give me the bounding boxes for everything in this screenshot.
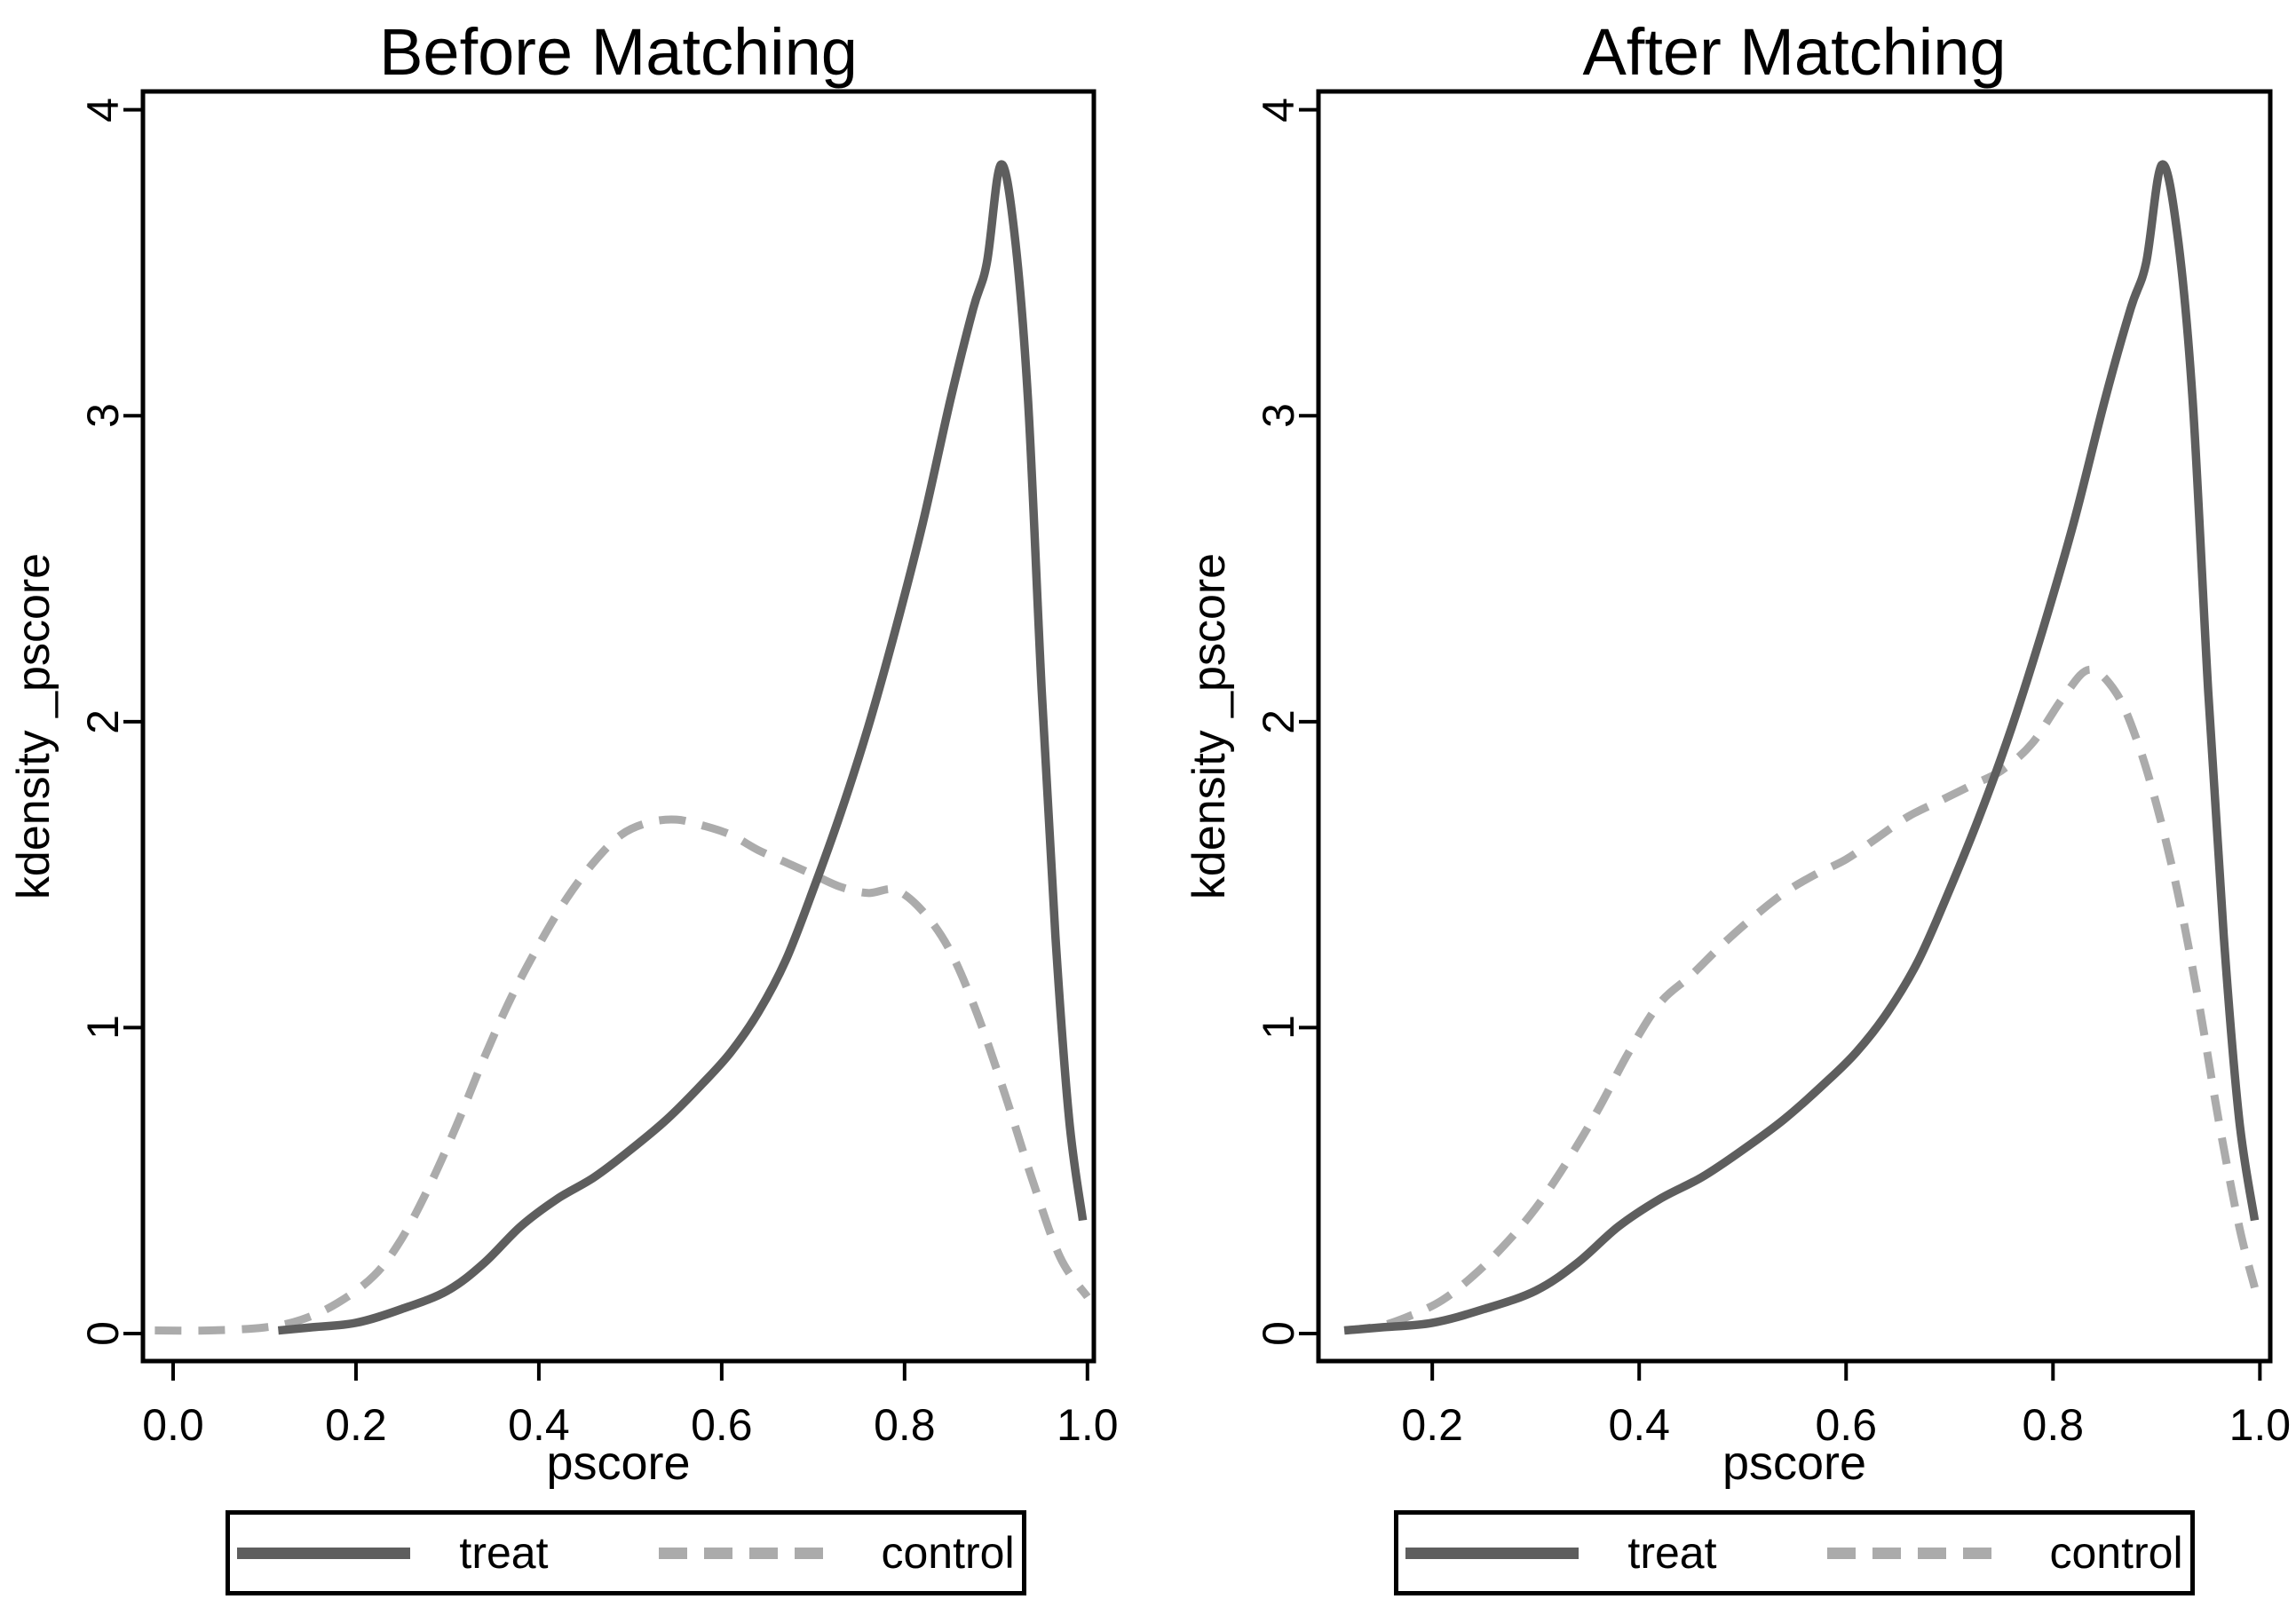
legend-label-treat: treat xyxy=(459,1528,549,1578)
x-tick-label: 0.4 xyxy=(1608,1400,1670,1450)
plot-border xyxy=(140,89,1097,1364)
legend-label-control: control xyxy=(881,1528,1015,1578)
control-density-curve xyxy=(1343,665,2259,1335)
y-tick-label: 4 xyxy=(1254,97,1303,123)
legend-item-control: control xyxy=(1827,1526,2183,1579)
x-tick-label: 0.4 xyxy=(508,1400,570,1450)
legend-item-treat: treat xyxy=(1405,1526,1716,1579)
y-tick-label: 3 xyxy=(78,403,128,429)
legend-after-matching: treat control xyxy=(1394,1510,2195,1595)
treat-line-swatch xyxy=(237,1547,411,1559)
y-tick-label: 4 xyxy=(78,97,128,123)
x-tick-label: 0.8 xyxy=(874,1400,936,1450)
legend-label-treat: treat xyxy=(1627,1528,1717,1578)
x-axis-label-left: pscore xyxy=(546,1437,691,1490)
legend-label-control: control xyxy=(2049,1528,2183,1578)
control-line-swatch xyxy=(1827,1547,2001,1559)
legend-before-matching: treat control xyxy=(226,1510,1026,1595)
y-tick-label: 2 xyxy=(1254,709,1303,734)
control-line-swatch xyxy=(659,1547,833,1559)
x-tick-label: 0.2 xyxy=(325,1400,387,1450)
x-tick-label: 0.8 xyxy=(2022,1400,2085,1450)
y-tick-label: 1 xyxy=(78,1015,128,1041)
y-tick-label: 3 xyxy=(1254,403,1303,429)
x-tick-label: 1.0 xyxy=(1057,1400,1119,1450)
y-tick-label: 0 xyxy=(78,1321,128,1346)
legend-item-treat: treat xyxy=(237,1526,548,1579)
y-axis-label-left: kdensity _pscore xyxy=(8,552,59,900)
x-tick-label: 0.6 xyxy=(691,1400,753,1450)
y-tick-label: 1 xyxy=(1254,1015,1303,1041)
x-tick-label: 0.6 xyxy=(1815,1400,1878,1450)
legend-item-control: control xyxy=(659,1526,1015,1579)
panel-title-before-matching: Before Matching xyxy=(379,15,858,89)
x-tick-label: 0.2 xyxy=(1401,1400,1463,1450)
y-axis-label-right: kdensity _pscore xyxy=(1184,552,1235,900)
plot-border xyxy=(1316,89,2273,1364)
before-matching-panel xyxy=(123,89,1097,1381)
control-density-curve xyxy=(154,815,1091,1335)
panel-title-after-matching: After Matching xyxy=(1582,15,2007,89)
treat-density-curve xyxy=(1343,160,2260,1335)
after-matching-panel xyxy=(1299,89,2273,1381)
treat-density-curve xyxy=(277,160,1088,1335)
treat-line-swatch xyxy=(1405,1547,1579,1559)
x-axis-label-right: pscore xyxy=(1722,1437,1867,1490)
x-tick-label: 1.0 xyxy=(2229,1400,2292,1450)
x-tick-label: 0.0 xyxy=(142,1400,204,1450)
y-tick-label: 0 xyxy=(1254,1321,1303,1346)
y-tick-label: 2 xyxy=(78,709,128,734)
